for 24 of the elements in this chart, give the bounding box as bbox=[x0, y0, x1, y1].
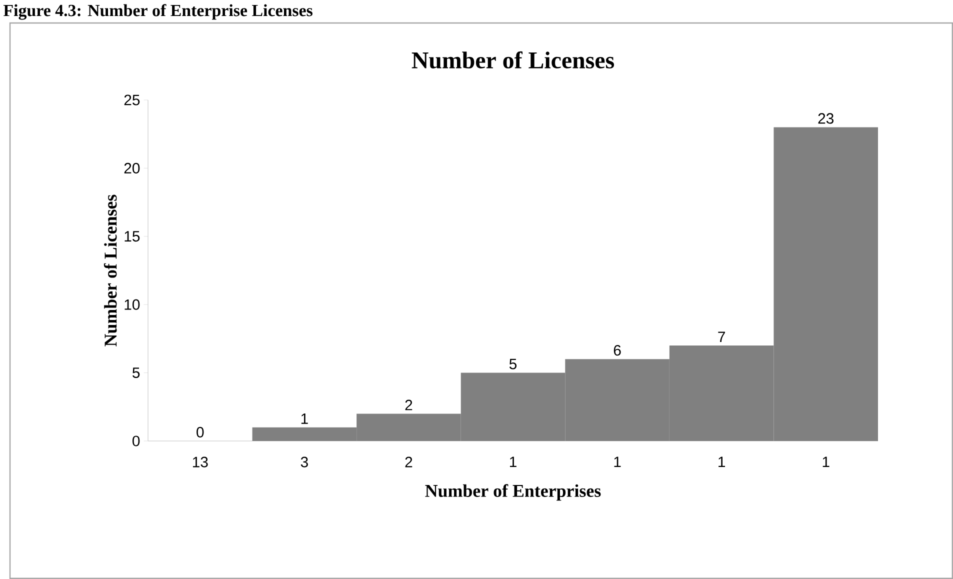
y-axis-title: Number of Licenses bbox=[104, 194, 117, 346]
y-tick-label: 15 bbox=[124, 231, 140, 242]
y-tick-label: 5 bbox=[132, 368, 140, 378]
data-label: 2 bbox=[405, 400, 412, 410]
x-tick-label: 1 bbox=[510, 456, 516, 468]
data-label: 23 bbox=[818, 113, 834, 124]
data-label: 6 bbox=[614, 345, 621, 356]
x-tick-label: 1 bbox=[718, 456, 725, 468]
y-tick-label: 0 bbox=[132, 436, 140, 446]
data-label: 1 bbox=[301, 414, 308, 424]
x-tick-label: 1 bbox=[822, 456, 830, 468]
x-tick-label: 13 bbox=[192, 456, 208, 468]
chart-title: Number of Licenses bbox=[412, 51, 614, 68]
y-tick-label: 25 bbox=[124, 94, 140, 106]
data-label: 7 bbox=[718, 332, 725, 342]
x-tick-label: 2 bbox=[405, 456, 412, 468]
caption: Figure 4.3: Number of Enterprise Licenses bbox=[4, 4, 312, 20]
y-tick-label: 10 bbox=[124, 299, 140, 310]
data-label: 5 bbox=[509, 358, 517, 370]
x-tick-label: 3 bbox=[300, 456, 308, 468]
x-axis-title: Number of Enterprises bbox=[425, 484, 601, 501]
data-label: 0 bbox=[196, 426, 204, 438]
y-tick-label: 20 bbox=[124, 162, 140, 174]
x-tick-label: 1 bbox=[614, 456, 621, 468]
